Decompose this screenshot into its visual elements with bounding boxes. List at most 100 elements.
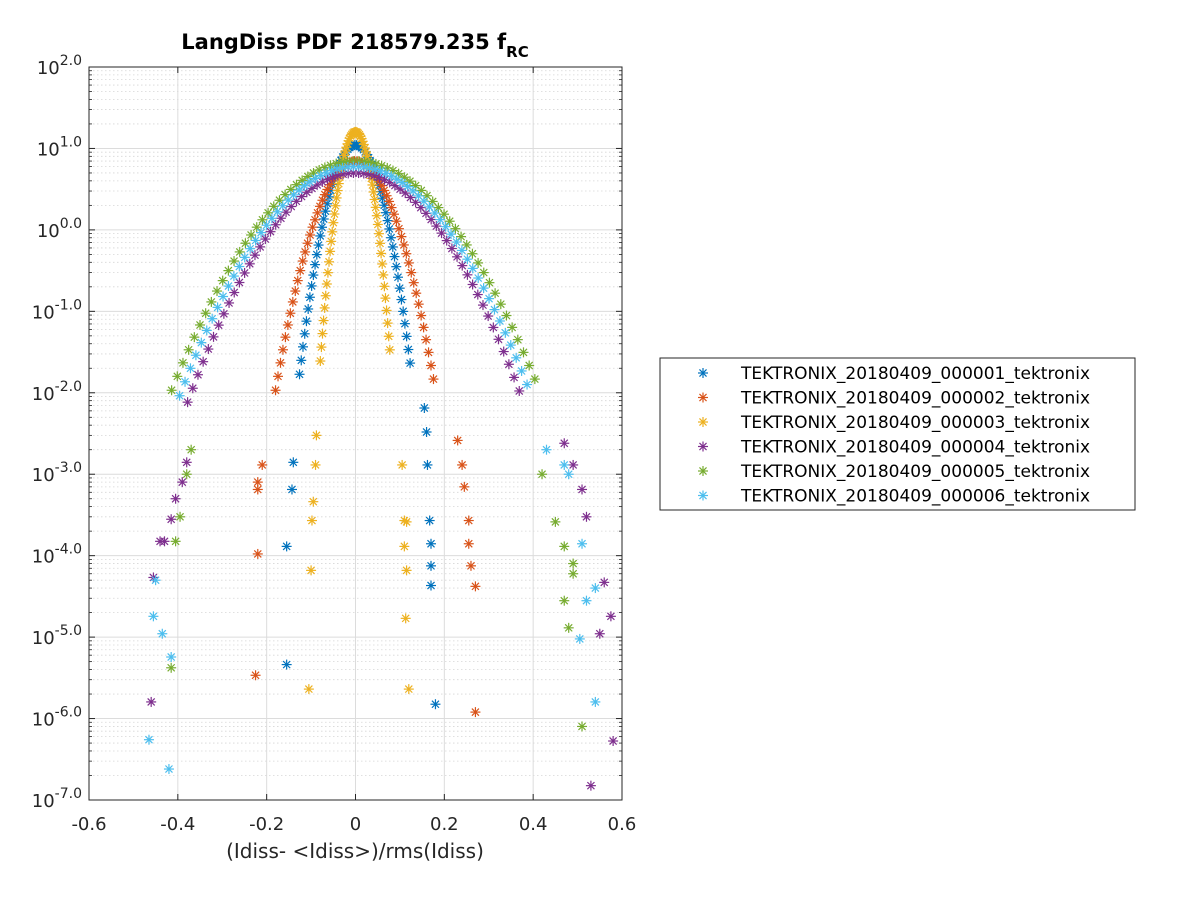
data-point bbox=[388, 209, 399, 220]
data-point bbox=[295, 265, 306, 276]
data-point bbox=[285, 308, 296, 319]
data-point bbox=[472, 289, 483, 300]
data-point bbox=[270, 385, 281, 396]
data-point bbox=[518, 347, 529, 358]
data-point bbox=[467, 279, 478, 290]
data-point bbox=[511, 352, 522, 363]
data-point bbox=[452, 251, 463, 262]
y-tick-label: 10-3.0 bbox=[32, 460, 82, 486]
data-point bbox=[477, 300, 488, 311]
data-point bbox=[498, 346, 509, 357]
legend-label: TEKTRONIX_20180409_000001_tektronix bbox=[740, 364, 1090, 384]
data-point bbox=[516, 365, 527, 376]
data-point bbox=[524, 360, 535, 371]
data-point bbox=[391, 216, 402, 227]
legend-label: TEKTRONIX_20180409_000002_tektronix bbox=[740, 389, 1090, 409]
data-point bbox=[166, 514, 177, 525]
data-point bbox=[500, 327, 511, 338]
data-point bbox=[201, 325, 212, 336]
data-point bbox=[403, 344, 414, 355]
legend-label: TEKTRONIX_20180409_000004_tektronix bbox=[740, 438, 1090, 458]
data-point bbox=[490, 288, 501, 299]
data-point bbox=[384, 344, 395, 355]
data-point bbox=[537, 469, 548, 480]
data-point bbox=[290, 286, 301, 297]
data-point bbox=[378, 269, 389, 280]
data-point bbox=[590, 696, 601, 707]
data-point bbox=[181, 457, 192, 468]
data-point bbox=[380, 293, 391, 304]
data-point bbox=[563, 469, 574, 480]
data-point bbox=[310, 214, 321, 225]
data-point bbox=[246, 229, 257, 240]
data-point bbox=[229, 287, 240, 298]
data-point bbox=[559, 459, 570, 470]
legend-marker bbox=[698, 417, 708, 427]
data-point bbox=[190, 350, 201, 361]
data-point bbox=[303, 684, 314, 695]
data-point bbox=[316, 222, 327, 233]
series-6 bbox=[143, 161, 601, 775]
data-point bbox=[396, 231, 407, 242]
data-point bbox=[277, 344, 288, 355]
series-3 bbox=[303, 126, 414, 695]
y-tick-label: 102.0 bbox=[37, 53, 82, 79]
data-point bbox=[265, 226, 276, 237]
data-point bbox=[251, 222, 262, 233]
data-point bbox=[280, 332, 291, 343]
data-point bbox=[310, 173, 321, 184]
data-point bbox=[203, 344, 214, 355]
data-point bbox=[401, 565, 412, 576]
data-point bbox=[218, 291, 229, 302]
data-point bbox=[400, 613, 411, 624]
data-point bbox=[456, 245, 467, 256]
data-point bbox=[294, 185, 305, 196]
data-point bbox=[392, 272, 403, 283]
data-point bbox=[484, 293, 495, 304]
y-tick-label: 10-7.0 bbox=[32, 786, 82, 812]
legend-item: TEKTRONIX_20180409_000002_tektronix bbox=[698, 389, 1090, 409]
data-point bbox=[322, 267, 333, 278]
data-point bbox=[305, 229, 316, 240]
data-point bbox=[317, 328, 328, 339]
data-point bbox=[143, 734, 154, 745]
data-point bbox=[281, 659, 292, 670]
legend-marker bbox=[698, 466, 708, 476]
data-point bbox=[599, 577, 610, 588]
data-point bbox=[218, 308, 229, 319]
data-point bbox=[608, 736, 619, 747]
data-point bbox=[379, 174, 390, 185]
data-point bbox=[297, 341, 308, 352]
legend-item: TEKTRONIX_20180409_000001_tektronix bbox=[698, 364, 1090, 384]
data-point bbox=[172, 371, 183, 382]
data-point bbox=[299, 328, 310, 339]
data-point bbox=[234, 277, 245, 288]
data-point bbox=[512, 334, 523, 345]
data-point bbox=[426, 560, 437, 571]
data-point bbox=[170, 536, 181, 547]
data-point bbox=[403, 684, 414, 695]
y-tick-label: 10-1.0 bbox=[32, 297, 82, 323]
legend-item: TEKTRONIX_20180409_000006_tektronix bbox=[698, 487, 1090, 507]
data-point bbox=[375, 238, 386, 249]
data-point bbox=[287, 296, 298, 307]
data-point bbox=[306, 565, 317, 576]
legend-marker bbox=[698, 368, 708, 378]
data-point bbox=[473, 257, 484, 268]
data-point bbox=[239, 267, 250, 278]
data-point bbox=[166, 662, 177, 673]
data-point bbox=[384, 223, 395, 234]
data-point bbox=[245, 243, 256, 254]
legend-label: TEKTRONIX_20180409_000006_tektronix bbox=[740, 487, 1090, 507]
data-point bbox=[462, 254, 473, 265]
data-point bbox=[451, 237, 462, 248]
data-point bbox=[319, 302, 330, 313]
data-point bbox=[257, 459, 268, 470]
data-point bbox=[194, 319, 205, 330]
data-point bbox=[427, 196, 438, 207]
data-point bbox=[252, 477, 263, 488]
data-point bbox=[270, 219, 281, 230]
data-point bbox=[541, 444, 552, 455]
data-point bbox=[296, 355, 307, 366]
